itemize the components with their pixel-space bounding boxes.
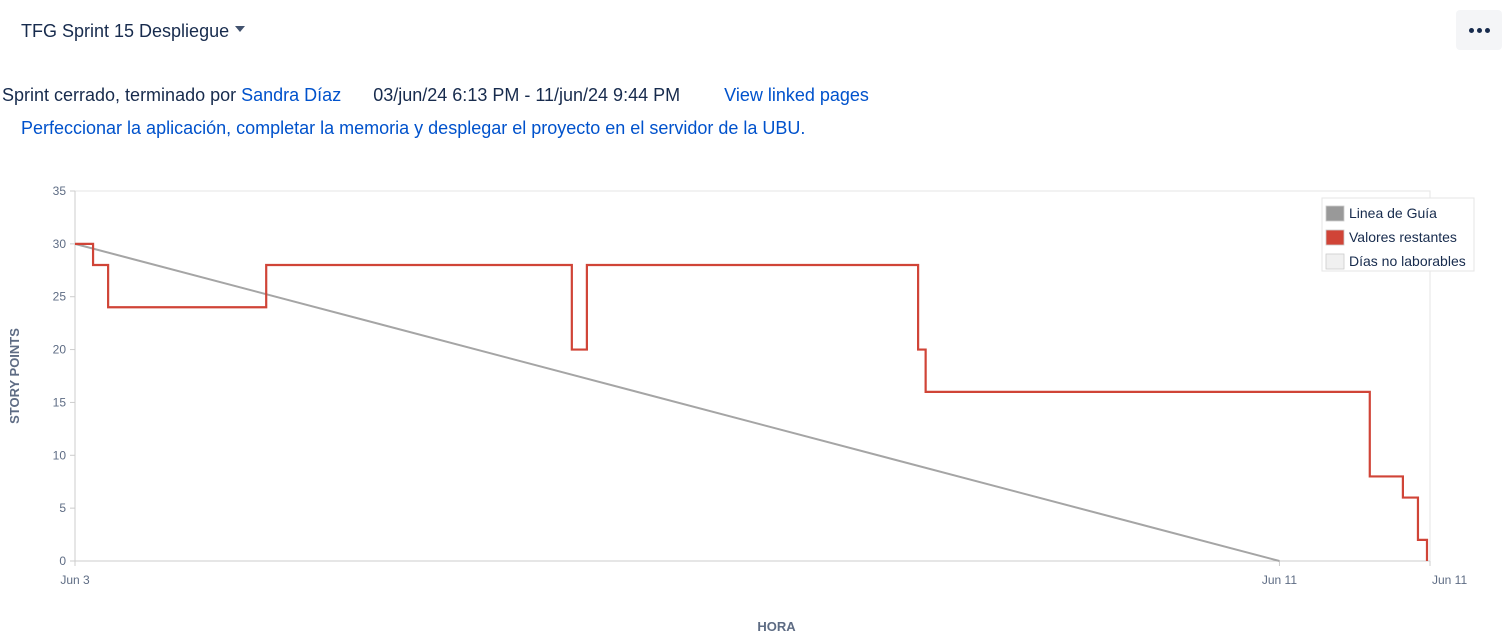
sprint-name[interactable]: TFG Sprint 15 Despliegue (21, 20, 230, 41)
sprint-date-range: 03/jun/24 6:13 PM - 11/jun/24 9:44 PM (373, 85, 681, 105)
y-tick-label: 15 (53, 395, 67, 409)
x-tick-label: Jun 11 (1262, 573, 1297, 587)
sprint-selector[interactable]: TFG Sprint 15 Despliegue (21, 18, 246, 44)
y-tick-label: 10 (53, 448, 67, 462)
view-linked-pages-link[interactable]: View linked pages (724, 85, 869, 105)
x-axis-title: HORA (757, 619, 796, 634)
sprint-status-text: Sprint cerrado, terminado por (2, 85, 237, 105)
legend-label: Valores restantes (1349, 229, 1457, 245)
burndown-chart: 0 5 10 15 20 25 30 35 Jun 3 Jun 11 Jun 11 STORY POI… (7, 184, 1475, 634)
legend-label: Linea de Guía (1349, 205, 1437, 221)
more-dots-icon (1468, 27, 1474, 33)
legend-box (1321, 197, 1475, 272)
legend-swatch (1325, 253, 1345, 270)
legend-swatch (1325, 229, 1345, 246)
sprint-goal: Perfeccionar la aplicación, completar la… (21, 118, 806, 138)
plot-frame (74, 190, 1431, 562)
y-tick-label: 35 (53, 184, 67, 198)
user-link[interactable]: Sandra Díaz (241, 85, 342, 105)
remaining-values-series-line (75, 242, 1429, 561)
more-actions-button[interactable] (1456, 10, 1502, 50)
y-tick-label: 5 (59, 501, 66, 515)
legend-swatch (1325, 205, 1345, 222)
more-dot (1476, 27, 1482, 33)
legend-label: Días no laborables (1349, 253, 1466, 269)
y-tick-label: 25 (53, 290, 67, 304)
x-tick-label: Jun 3 (60, 573, 90, 587)
y-tick-label: 30 (53, 237, 67, 251)
caret-down-icon[interactable] (235, 26, 246, 32)
y-tick-label: 20 (53, 343, 67, 357)
x-tick-label: Jun 11 (1432, 573, 1467, 587)
y-axis-title: STORY POINTS (7, 328, 22, 424)
y-tick-label: 0 (59, 554, 66, 568)
sprint-info: Sprint cerrado, terminado por Sandra Día… (2, 85, 869, 106)
guideline-series-line (74, 242, 1280, 562)
more-dot (1484, 27, 1490, 33)
